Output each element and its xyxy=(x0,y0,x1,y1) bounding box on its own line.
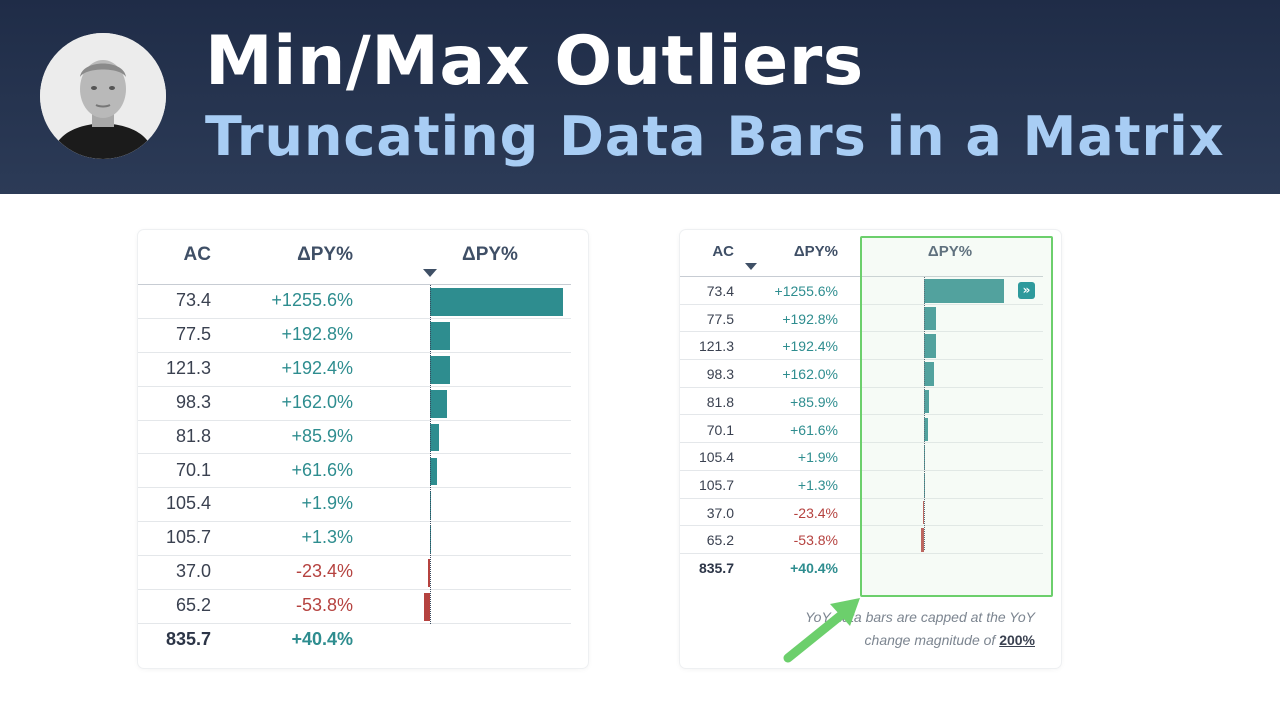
table-row[interactable] xyxy=(138,522,571,557)
positive-data-bar xyxy=(924,279,1004,303)
negative-data-bar xyxy=(920,528,924,552)
dpy-pct-value: +61.6% xyxy=(790,421,838,438)
negative-data-bar xyxy=(922,500,924,525)
left-header-dpy-bar[interactable]: ΔPY% xyxy=(462,244,518,265)
dpy-pct-value: -23.4% xyxy=(793,504,838,521)
dpy-pct-value: +192.4% xyxy=(281,357,353,378)
cap-note-line2: change magnitude of 200% xyxy=(745,629,1035,652)
left-header-divider xyxy=(138,284,571,285)
dpy-pct-value: +1.3% xyxy=(301,527,353,548)
ac-value: 121.3 xyxy=(165,357,211,378)
ac-value: 105.7 xyxy=(698,476,734,493)
ac-value: 98.3 xyxy=(706,366,734,383)
table-row[interactable] xyxy=(138,387,571,421)
ac-value: 105.4 xyxy=(698,449,734,466)
dpy-pct-value: +162.0% xyxy=(782,366,838,383)
table-row[interactable] xyxy=(138,319,571,353)
total-ac-value: 835.7 xyxy=(698,560,734,576)
ac-value: 81.8 xyxy=(706,393,734,410)
header-banner: Min/Max Outliers Truncating Data Bars in… xyxy=(0,0,1280,194)
ac-value: 37.0 xyxy=(175,561,211,582)
table-row[interactable] xyxy=(138,421,571,455)
table-row[interactable] xyxy=(138,488,571,523)
positive-data-bar xyxy=(924,306,937,331)
dpy-pct-value: +1255.6% xyxy=(774,283,838,299)
ac-value: 70.1 xyxy=(175,459,211,480)
positive-data-bar xyxy=(924,362,935,386)
positive-data-bar xyxy=(430,389,448,418)
dpy-pct-value: +192.4% xyxy=(782,338,838,355)
page-subtitle: Truncating Data Bars in a Matrix xyxy=(205,105,1225,168)
positive-data-bar xyxy=(430,321,451,350)
dpy-pct-value: -53.8% xyxy=(793,532,838,549)
dpy-pct-value: +1255.6% xyxy=(271,290,353,310)
dpy-pct-value: +85.9% xyxy=(790,393,838,410)
positive-data-bar xyxy=(430,457,437,486)
positive-data-bar xyxy=(430,423,440,452)
ac-value: 65.2 xyxy=(175,595,211,616)
ac-value: 77.5 xyxy=(175,323,211,344)
negative-data-bar xyxy=(427,559,430,588)
sort-descending-icon[interactable] xyxy=(423,269,437,277)
pointer-arrow-icon xyxy=(783,598,860,663)
left-header-dpy-pct[interactable]: ΔPY% xyxy=(297,244,353,265)
table-row[interactable] xyxy=(138,353,571,387)
ac-value: 105.7 xyxy=(165,527,211,548)
right-header-ac[interactable]: AC xyxy=(712,243,734,260)
positive-data-bar xyxy=(430,355,451,384)
ac-value: 70.1 xyxy=(706,421,734,438)
bar-zero-axis xyxy=(924,277,925,550)
table-row[interactable] xyxy=(138,556,571,591)
positive-data-bar xyxy=(430,288,563,316)
cap-note-prefix: change magnitude of xyxy=(864,632,1000,648)
ac-value: 37.0 xyxy=(706,504,734,521)
total-dpy-pct-value: +40.4% xyxy=(790,560,838,576)
ac-value: 73.4 xyxy=(706,283,734,299)
positive-data-bar xyxy=(924,389,930,414)
cap-note: YoY data bars are capped at the YoY chan… xyxy=(745,606,1035,652)
dpy-pct-value: -53.8% xyxy=(295,595,353,616)
ac-value: 65.2 xyxy=(706,532,734,549)
double-chevron-right-icon: » xyxy=(1018,282,1035,299)
left-header-ac[interactable]: AC xyxy=(183,244,211,265)
page-title: Min/Max Outliers xyxy=(205,22,864,101)
cap-value: 200% xyxy=(999,632,1035,648)
ac-value: 98.3 xyxy=(175,391,211,412)
bar-zero-axis xyxy=(430,285,431,624)
ac-value: 73.4 xyxy=(175,290,211,310)
positive-data-bar xyxy=(924,417,928,442)
right-header-dpy-pct[interactable]: ΔPY% xyxy=(793,243,838,260)
table-row[interactable] xyxy=(138,455,571,489)
ac-value: 121.3 xyxy=(698,338,734,355)
negative-data-bar xyxy=(424,593,430,621)
dpy-pct-value: +192.8% xyxy=(281,323,353,344)
presenter-avatar xyxy=(40,33,166,159)
positive-data-bar xyxy=(924,334,937,359)
right-header-dpy-bar[interactable]: ΔPY% xyxy=(927,243,973,260)
dpy-pct-value: +1.3% xyxy=(797,476,838,493)
dpy-pct-value: +1.9% xyxy=(301,493,353,514)
ac-value: 81.8 xyxy=(175,425,211,446)
cap-note-line1: YoY data bars are capped at the YoY xyxy=(805,609,1035,625)
dpy-pct-value: +85.9% xyxy=(291,425,353,446)
dpy-pct-value: +162.0% xyxy=(281,391,353,412)
dpy-pct-value: +1.9% xyxy=(797,449,838,466)
dpy-pct-value: +61.6% xyxy=(291,459,353,480)
table-row[interactable] xyxy=(138,285,571,319)
sort-descending-icon[interactable] xyxy=(745,263,757,270)
ac-value: 77.5 xyxy=(706,310,734,327)
total-dpy-pct-value: +40.4% xyxy=(291,629,353,649)
dpy-pct-value: +192.8% xyxy=(782,310,838,327)
ac-value: 105.4 xyxy=(165,493,211,514)
total-ac-value: 835.7 xyxy=(165,629,211,649)
dpy-pct-value: -23.4% xyxy=(295,561,353,582)
table-row[interactable] xyxy=(138,590,571,624)
